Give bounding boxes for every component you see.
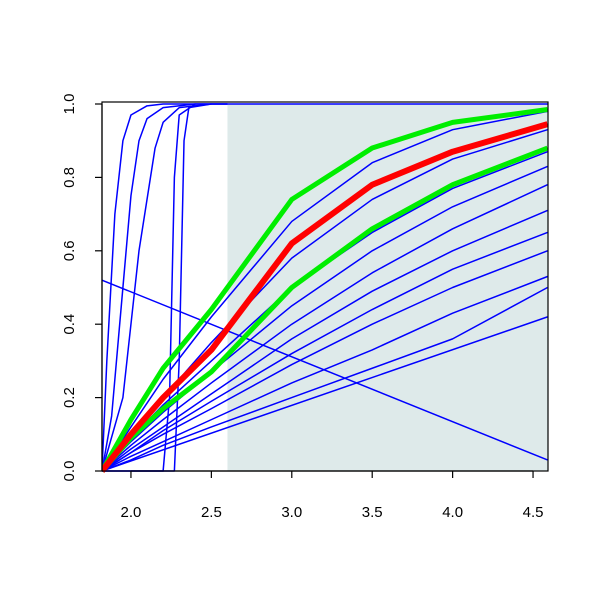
x-tick-label: 3.5 <box>362 504 383 521</box>
highlight-region <box>227 104 548 471</box>
y-tick-label: 0.6 <box>61 240 78 261</box>
x-tick-label: 4.0 <box>442 504 463 521</box>
series-line <box>102 145 548 473</box>
series-line <box>102 165 548 472</box>
plot-lines <box>102 103 548 473</box>
series-line <box>102 110 548 472</box>
series-line <box>102 103 548 472</box>
x-tick-label: 2.5 <box>201 504 222 521</box>
y-tick-label: 0.2 <box>61 387 78 408</box>
y-tick-label: 1.0 <box>61 94 78 115</box>
series-line <box>102 279 548 461</box>
x-tick-label: 4.5 <box>523 504 544 521</box>
x-tick-label: 2.0 <box>121 504 142 521</box>
y-tick-label: 0.0 <box>61 461 78 482</box>
series-line <box>102 103 212 472</box>
series-line <box>102 107 548 473</box>
series-line <box>102 184 548 472</box>
series-line <box>102 250 548 472</box>
y-tick-label: 0.8 <box>61 167 78 188</box>
x-tick-label: 3.0 <box>281 504 302 521</box>
series-line <box>102 209 548 472</box>
series-line <box>102 103 196 472</box>
series-line <box>102 275 548 472</box>
series-line <box>102 121 548 473</box>
series-line <box>102 286 548 472</box>
y-tick-label: 0.4 <box>61 314 78 335</box>
